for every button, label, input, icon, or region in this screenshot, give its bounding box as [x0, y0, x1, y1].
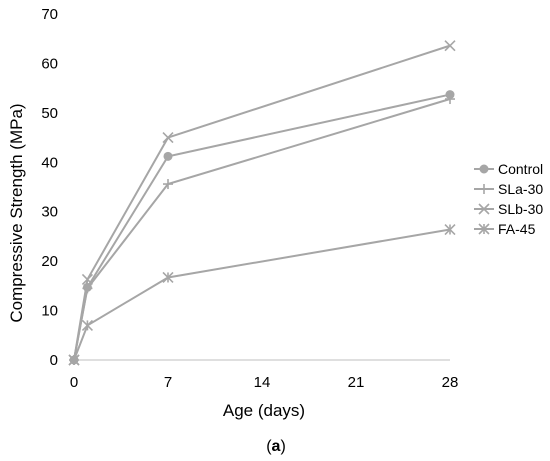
y-tick-label: 50	[41, 105, 58, 122]
data-point	[478, 203, 490, 215]
x-tick-label: 7	[164, 374, 172, 391]
data-point	[162, 271, 174, 284]
caption-letter: a	[272, 438, 281, 455]
series-fa-45	[68, 223, 456, 366]
y-tick-label: 60	[41, 55, 58, 72]
series-layer	[68, 40, 456, 366]
legend-item: SLa-30	[474, 181, 543, 197]
data-point	[81, 273, 93, 285]
x-tick-label: 0	[70, 374, 78, 391]
x-axis-ticks: 0 7 14 21 28	[70, 374, 459, 391]
legend-item: SLb-30	[474, 201, 543, 217]
y-tick-label: 10	[41, 303, 58, 320]
caption-open-paren: (	[266, 438, 272, 455]
data-point	[444, 223, 456, 236]
series-sla-30	[69, 94, 455, 365]
series-line	[73, 93, 451, 361]
y-tick-label: 30	[41, 204, 58, 221]
data-point	[163, 151, 173, 161]
legend-label: SLb-30	[498, 201, 543, 217]
y-axis-ticks: 0 10 20 30 40 50 60 70	[41, 6, 58, 369]
x-tick-label: 21	[348, 374, 365, 391]
series-line	[73, 98, 451, 361]
data-point	[81, 319, 93, 331]
figure-caption: (a)	[266, 438, 286, 455]
y-axis-title: Compressive Strength (MPa)	[7, 103, 26, 322]
y-tick-label: 0	[50, 352, 58, 369]
data-point	[68, 354, 80, 366]
legend-label: FA-45	[498, 221, 536, 237]
x-tick-label: 28	[442, 374, 459, 391]
x-tick-label: 14	[254, 374, 271, 391]
data-point	[479, 164, 489, 174]
y-tick-label: 40	[41, 154, 58, 171]
legend-label: Control	[498, 161, 543, 177]
data-point	[445, 94, 455, 105]
data-point	[478, 223, 490, 235]
data-point	[479, 184, 489, 194]
caption-close-paren: )	[280, 438, 285, 455]
legend: Control SLa-30 SLb-30 FA-45	[474, 161, 543, 237]
series-control	[69, 90, 455, 365]
series-line	[73, 228, 451, 361]
legend-label: SLa-30	[498, 181, 543, 197]
x-axis-title: Age (days)	[223, 401, 305, 420]
legend-item: FA-45	[474, 221, 536, 237]
y-tick-label: 70	[41, 6, 58, 23]
series-slb-30	[68, 40, 456, 366]
data-point	[163, 179, 173, 190]
series-line	[73, 44, 451, 361]
data-point	[444, 40, 456, 52]
y-tick-label: 20	[41, 253, 58, 270]
data-point	[162, 132, 174, 144]
legend-item: Control	[474, 161, 543, 177]
